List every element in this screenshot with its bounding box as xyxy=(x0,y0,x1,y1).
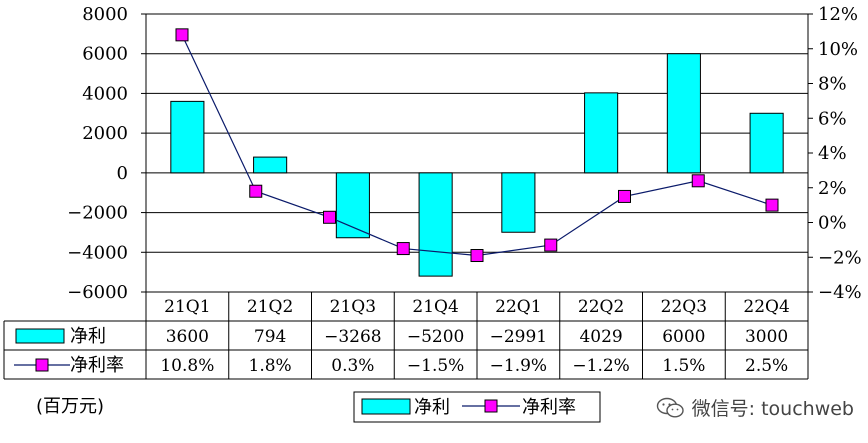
row-label-bar: 净利 xyxy=(70,326,106,347)
left-tick-label: −6000 xyxy=(67,282,128,303)
bar xyxy=(749,112,784,174)
watermark-text: 微信号: touchweb xyxy=(691,398,854,420)
watermark: 微信号: touchweb xyxy=(656,394,854,421)
bar xyxy=(253,156,288,174)
legend-key-marker xyxy=(484,399,498,413)
bar-value-cell: 3600 xyxy=(166,327,209,347)
right-tick-label: 4% xyxy=(818,143,847,164)
left-tick-label: 4000 xyxy=(82,83,128,104)
line-value-cell: 1.5% xyxy=(662,356,705,376)
line-marker xyxy=(691,174,705,188)
bar xyxy=(335,172,370,239)
category-label: 21Q3 xyxy=(330,297,376,317)
line-marker xyxy=(323,210,336,224)
category-label: 22Q1 xyxy=(495,297,541,317)
category-label: 22Q4 xyxy=(743,297,789,317)
bar-value-cell: 6000 xyxy=(662,327,705,347)
line-marker xyxy=(396,242,410,256)
category-label: 22Q3 xyxy=(661,297,707,317)
legend: 净利 净利率 xyxy=(353,391,601,423)
bar xyxy=(418,172,453,277)
line-value-cell: 10.8% xyxy=(160,356,214,376)
bar-value-cell: 3000 xyxy=(745,327,788,347)
right-tick-label: 8% xyxy=(818,74,847,95)
bar-value-cell: −3268 xyxy=(324,327,382,347)
legend-label-line: 净利率 xyxy=(522,397,576,418)
wechat-icon xyxy=(656,397,684,418)
line-marker xyxy=(765,198,779,212)
right-tick-label: 2% xyxy=(818,178,847,199)
right-tick-label: 10% xyxy=(818,39,858,60)
right-tick-label: 6% xyxy=(818,108,847,129)
right-tick-label: −4% xyxy=(818,282,862,303)
row-label-line: 净利率 xyxy=(70,355,124,376)
right-tick-label: 12% xyxy=(818,4,858,25)
bar xyxy=(666,53,701,174)
row-key-marker xyxy=(35,358,49,372)
legend-label-bar: 净利 xyxy=(414,397,450,418)
legend-key-bar xyxy=(361,398,411,415)
line-marker xyxy=(249,184,263,198)
bar xyxy=(584,92,619,174)
category-label: 21Q1 xyxy=(164,297,210,317)
line-marker xyxy=(544,238,558,252)
bar-value-cell: 4029 xyxy=(579,327,622,347)
line-marker xyxy=(470,249,484,263)
line-value-cell: 2.5% xyxy=(745,356,788,376)
bar-value-cell: −2991 xyxy=(490,327,548,347)
line-marker xyxy=(175,28,189,42)
category-label: 21Q4 xyxy=(412,297,458,317)
line-marker xyxy=(618,189,631,203)
unit-note: (百万元) xyxy=(36,396,105,417)
left-tick-label: −2000 xyxy=(67,203,128,224)
left-axis: 8000 6000 4000 2000 0 −2000 −4000 −6000 xyxy=(67,4,146,303)
bar-value-cell: 794 xyxy=(254,327,286,347)
line-value-cell: 1.8% xyxy=(249,356,292,376)
left-tick-label: 6000 xyxy=(82,44,128,65)
category-label: 21Q2 xyxy=(247,297,293,317)
right-tick-label: 0% xyxy=(818,213,847,234)
right-axis: 12% 10% 8% 6% 4% 2% 0% −2% −4% xyxy=(807,4,862,303)
data-table: 21Q1 3600 10.8% 21Q2 794 1.8% 21Q3 −3268 0.3% 21Q… xyxy=(3,292,809,380)
left-tick-label: 2000 xyxy=(82,123,128,144)
left-tick-label: 0 xyxy=(117,163,128,184)
row-key-bar xyxy=(15,328,65,344)
line-value-cell: −1.9% xyxy=(490,356,547,376)
bar-value-cell: −5200 xyxy=(407,327,465,347)
line-value-cell: −1.5% xyxy=(407,356,464,376)
line-value-cell: 0.3% xyxy=(331,356,374,376)
bar-series xyxy=(170,53,784,277)
right-tick-label: −2% xyxy=(818,247,862,268)
line-series xyxy=(175,28,779,263)
category-label: 22Q2 xyxy=(578,297,624,317)
left-tick-label: −4000 xyxy=(67,242,128,263)
bar xyxy=(170,100,205,174)
line-value-cell: −1.2% xyxy=(572,356,629,376)
left-tick-label: 8000 xyxy=(82,4,128,25)
bar xyxy=(501,172,536,233)
